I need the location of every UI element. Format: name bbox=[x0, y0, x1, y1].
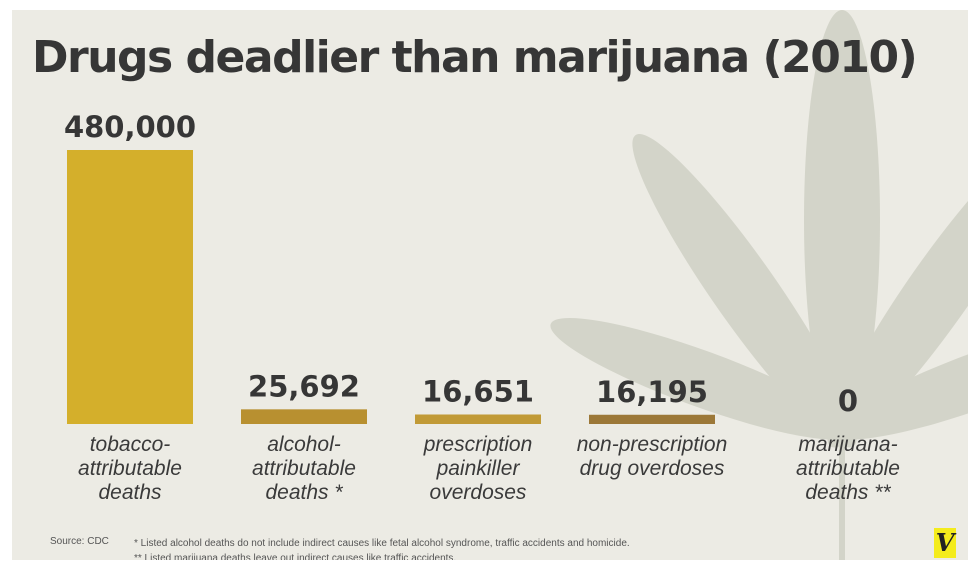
bar bbox=[67, 150, 193, 424]
category-label: painkiller bbox=[436, 457, 521, 480]
footnote-alcohol: * Listed alcohol deaths do not include i… bbox=[134, 538, 630, 549]
category-label: drug overdoses bbox=[580, 457, 725, 480]
category-label: attributable bbox=[796, 457, 900, 480]
footnote-marijuana: ** Listed marijuana deaths leave out ind… bbox=[134, 553, 457, 560]
category-label: deaths ** bbox=[805, 481, 891, 504]
value-label: 480,000 bbox=[64, 110, 196, 144]
bar bbox=[241, 409, 367, 424]
cannabis-leaf-icon bbox=[550, 10, 968, 560]
value-label: 16,195 bbox=[596, 375, 708, 409]
category-label: prescription bbox=[423, 433, 533, 456]
category-label: overdoses bbox=[430, 481, 527, 504]
source-note: Source: CDC bbox=[50, 536, 109, 547]
category-label: non-prescription bbox=[577, 433, 728, 456]
category-label: deaths * bbox=[265, 481, 343, 504]
bar bbox=[415, 414, 541, 424]
category-label: attributable bbox=[78, 457, 182, 480]
bar bbox=[589, 414, 715, 424]
infographic-card: Drugs deadlier than marijuana (2010) 480… bbox=[12, 10, 968, 560]
category-label: alcohol- bbox=[267, 433, 341, 456]
vox-logo: V bbox=[934, 528, 956, 558]
category-label: attributable bbox=[252, 457, 356, 480]
value-label: 0 bbox=[838, 384, 858, 418]
category-label: tobacco- bbox=[90, 433, 171, 456]
bar-chart: 480,000tobacco-attributabledeaths25,692a… bbox=[64, 110, 900, 504]
category-label: marijuana- bbox=[798, 433, 897, 456]
value-label: 16,651 bbox=[422, 374, 534, 408]
value-label: 25,692 bbox=[248, 369, 360, 403]
footnotes: * Listed alcohol deaths do not include i… bbox=[134, 536, 630, 560]
chart-title: Drugs deadlier than marijuana (2010) bbox=[32, 32, 918, 83]
category-label: deaths bbox=[98, 481, 162, 504]
